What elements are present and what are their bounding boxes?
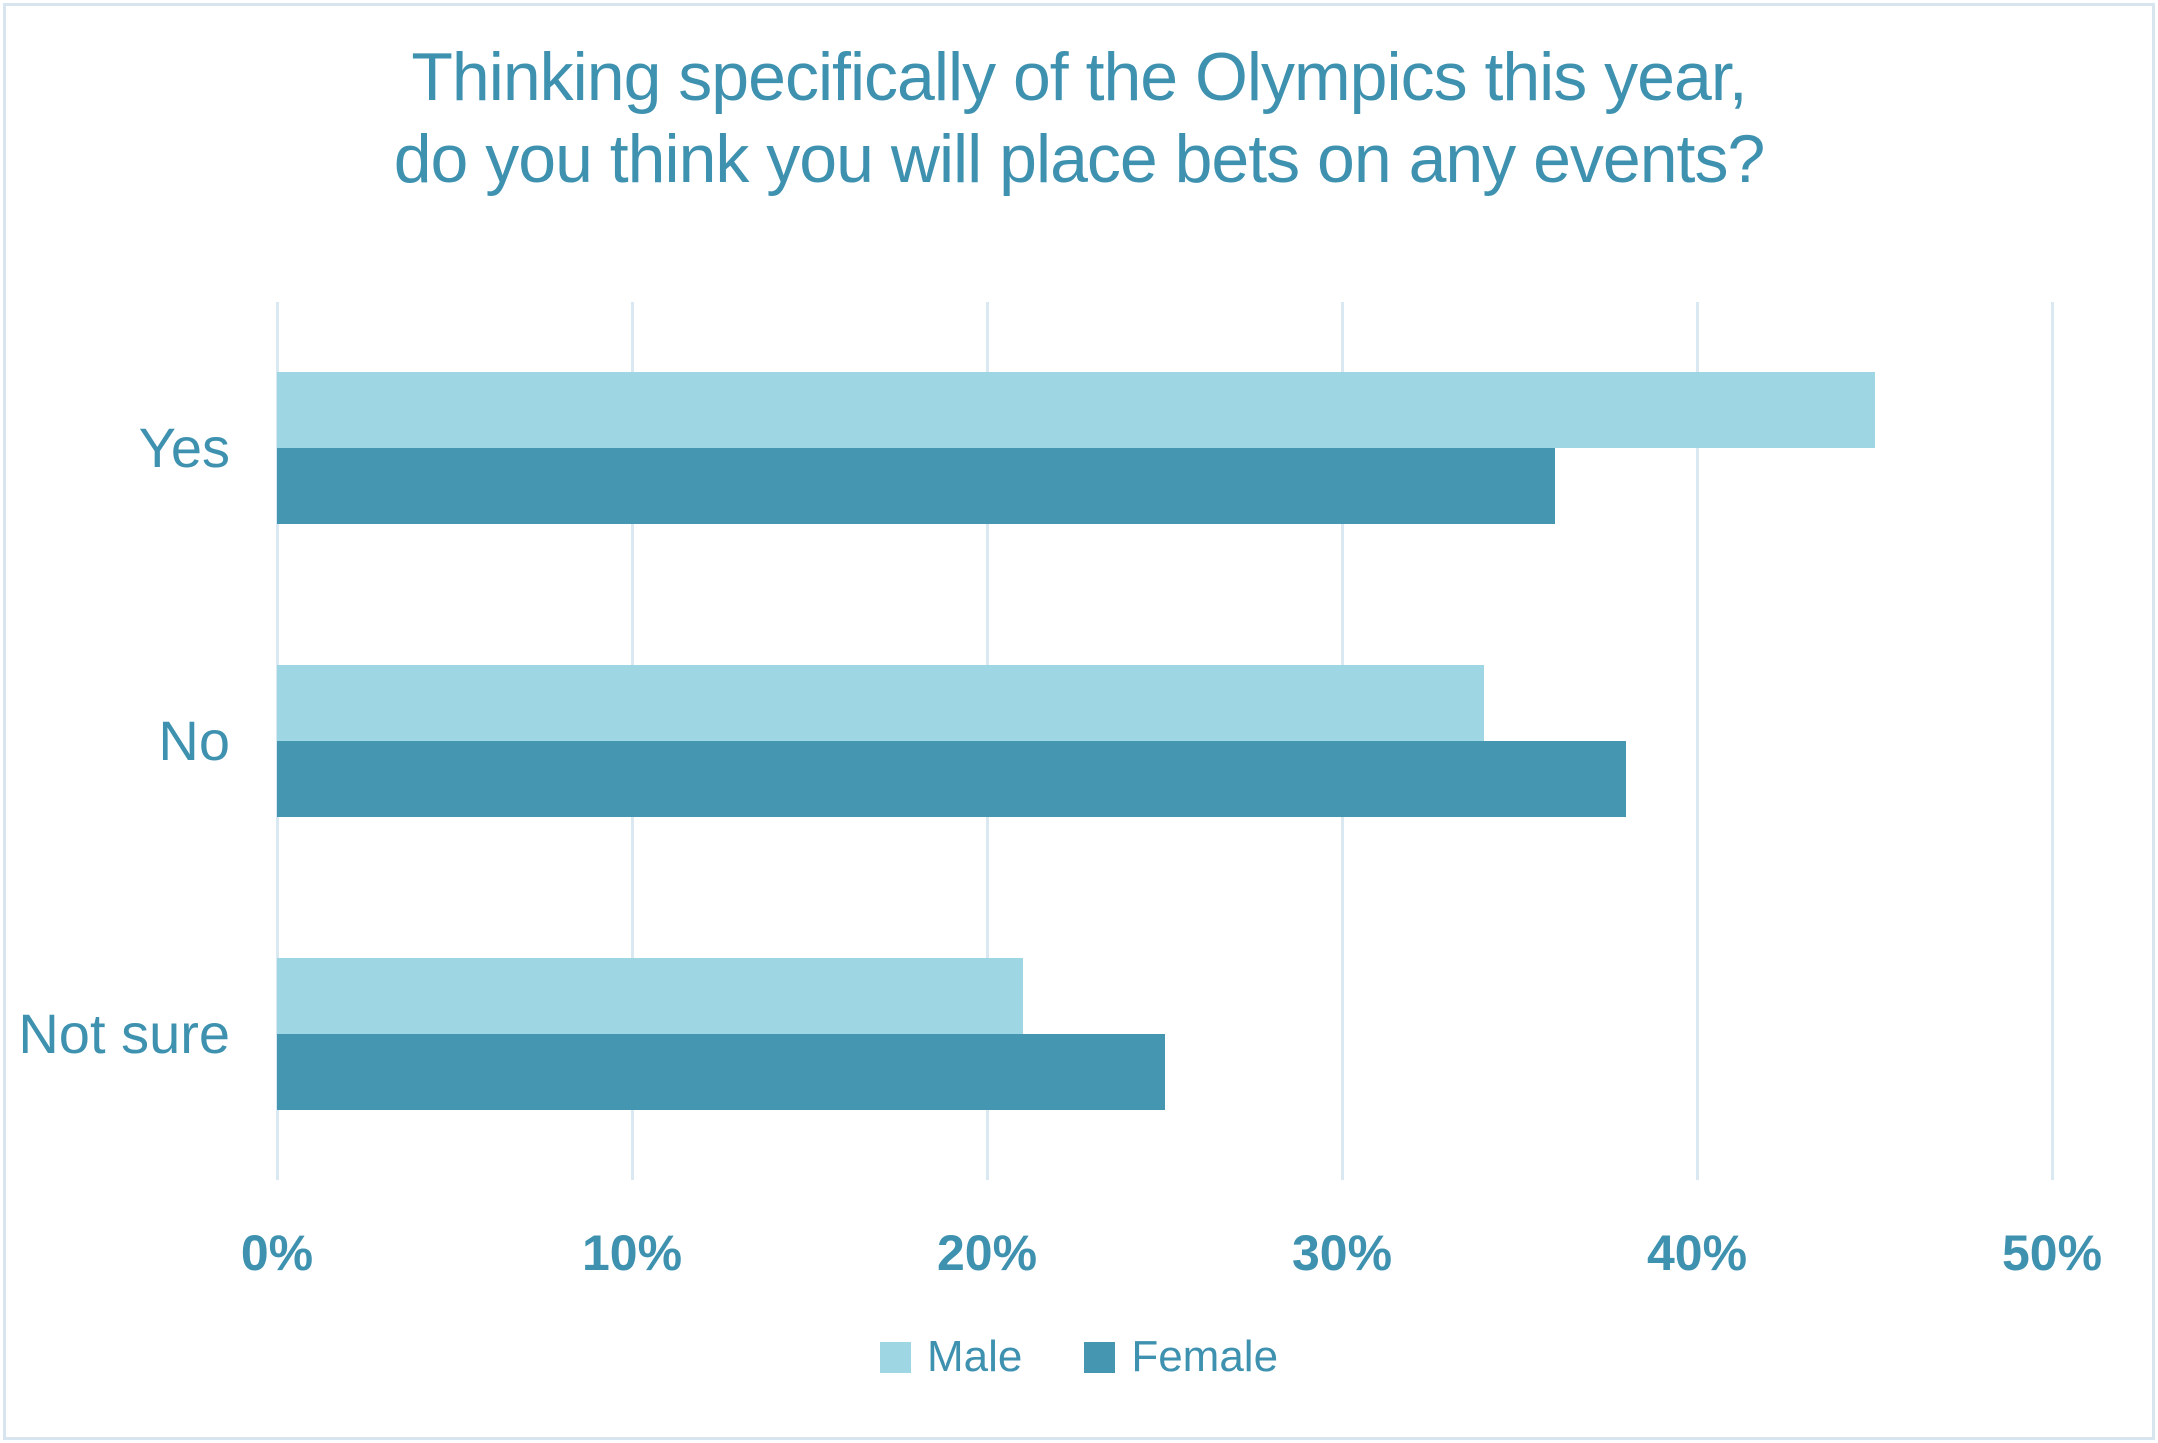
gridline-50- xyxy=(2050,302,2054,1180)
bar-male-not-sure xyxy=(277,957,1023,1034)
legend: Male Female xyxy=(0,1332,2158,1382)
gridline-40- xyxy=(1695,302,1699,1180)
legend-label-female: Female xyxy=(1131,1332,1279,1381)
chart-title-line2: do you think you will place bets on any … xyxy=(393,121,1766,197)
x-tick-50-: 50% xyxy=(2001,1225,2103,1281)
bar-female-not-sure xyxy=(277,1033,1165,1110)
category-label-yes: Yes xyxy=(138,416,230,480)
category-label-not-sure: Not sure xyxy=(18,1001,230,1065)
chart-title-line1: Thinking specifically of the Olympics th… xyxy=(411,39,1747,115)
bar-male-yes xyxy=(277,372,1875,449)
bar-male-no xyxy=(277,665,1484,741)
bar-female-yes xyxy=(277,448,1555,525)
x-tick-20-: 20% xyxy=(936,1225,1038,1281)
category-label-no: No xyxy=(158,709,230,772)
x-tick-10-: 10% xyxy=(581,1225,683,1281)
x-tick-30-: 30% xyxy=(1291,1225,1393,1281)
chart-title: Thinking specifically of the Olympics th… xyxy=(0,36,2158,200)
legend-item-male: Male xyxy=(879,1332,1023,1382)
legend-item-female: Female xyxy=(1084,1332,1278,1382)
plot-area xyxy=(275,302,2054,1180)
legend-label-male: Male xyxy=(926,1332,1023,1381)
bar-female-no xyxy=(277,741,1626,817)
legend-swatch-male xyxy=(879,1341,911,1373)
x-tick-40-: 40% xyxy=(1646,1225,1748,1281)
legend-swatch-female xyxy=(1084,1341,1116,1373)
x-tick-0-: 0% xyxy=(240,1225,314,1281)
